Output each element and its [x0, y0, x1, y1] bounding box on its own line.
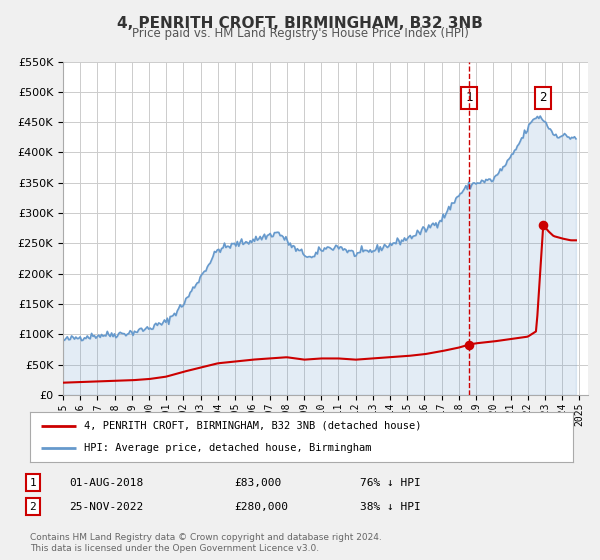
Text: 38% ↓ HPI: 38% ↓ HPI [360, 502, 421, 512]
Text: 2: 2 [539, 91, 547, 105]
Text: 1: 1 [29, 478, 37, 488]
Text: £280,000: £280,000 [234, 502, 288, 512]
Point [464, 340, 474, 349]
Text: Price paid vs. HM Land Registry's House Price Index (HPI): Price paid vs. HM Land Registry's House … [131, 27, 469, 40]
Text: 4, PENRITH CROFT, BIRMINGHAM, B32 3NB: 4, PENRITH CROFT, BIRMINGHAM, B32 3NB [117, 16, 483, 31]
Point [538, 221, 548, 230]
Text: 25-NOV-2022: 25-NOV-2022 [69, 502, 143, 512]
Text: HPI: Average price, detached house, Birmingham: HPI: Average price, detached house, Birm… [85, 443, 372, 453]
Text: 4, PENRITH CROFT, BIRMINGHAM, B32 3NB (detached house): 4, PENRITH CROFT, BIRMINGHAM, B32 3NB (d… [85, 421, 422, 431]
Text: 2: 2 [29, 502, 37, 512]
Text: 1: 1 [465, 91, 473, 105]
Text: £83,000: £83,000 [234, 478, 281, 488]
Text: 76% ↓ HPI: 76% ↓ HPI [360, 478, 421, 488]
Text: Contains HM Land Registry data © Crown copyright and database right 2024.
This d: Contains HM Land Registry data © Crown c… [30, 533, 382, 553]
Text: 01-AUG-2018: 01-AUG-2018 [69, 478, 143, 488]
